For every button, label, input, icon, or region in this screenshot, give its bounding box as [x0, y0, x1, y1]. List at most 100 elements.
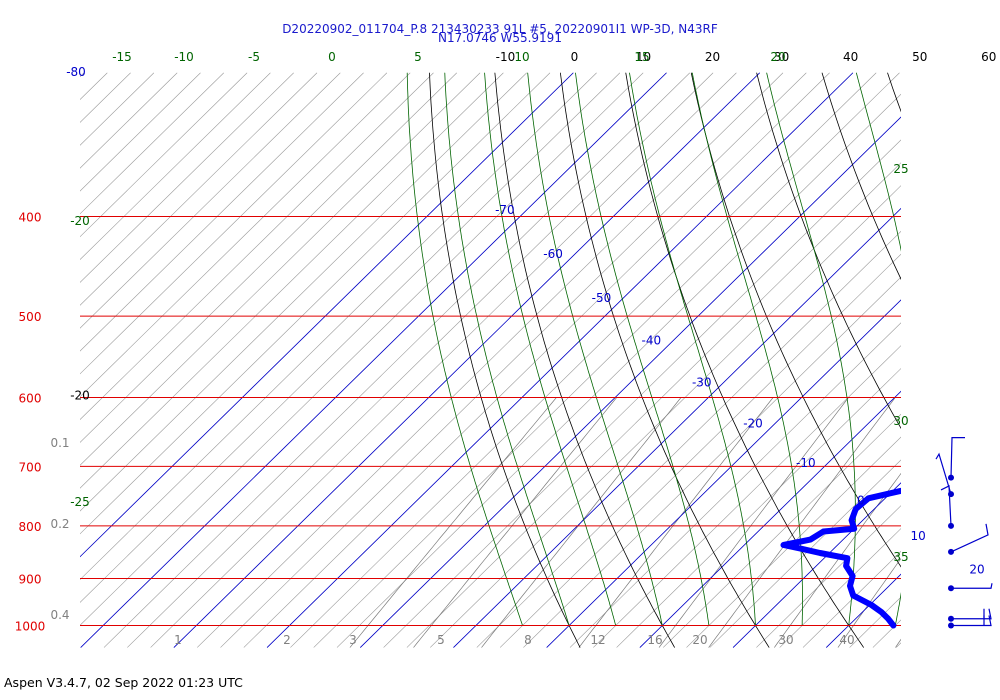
- isotherm-label: -40: [641, 333, 661, 347]
- grid-line: [80, 72, 644, 626]
- grid-line: [453, 208, 901, 648]
- grid-line: [779, 528, 901, 648]
- dewpoint-trace: [780, 487, 901, 629]
- isotherm-line: [639, 390, 901, 648]
- mixing-ratio-label: 5: [437, 633, 445, 647]
- dry-adiabat-line: [429, 72, 581, 648]
- chart-title: D20220902_011704_P.8 213430233 91L #5, 2…: [282, 22, 718, 36]
- isotherm-line: [360, 116, 901, 648]
- isotherm-line: [173, 72, 760, 648]
- isotherm-line: [826, 573, 901, 648]
- moist-adiabat-label: 0: [328, 50, 336, 64]
- grid-line: [103, 72, 690, 648]
- axis-labels: 4005006007008009001000-80-70-60-50-40-30…: [15, 50, 997, 647]
- grid-line: [80, 72, 457, 443]
- wind-barb-staff: [951, 583, 993, 589]
- grid-line: [849, 596, 901, 648]
- dry-adiabat-label: 40: [843, 50, 858, 64]
- mixing-ratio-line: [774, 472, 901, 648]
- grid-line: [243, 72, 830, 648]
- dry-adiabat-label: 0: [571, 50, 579, 64]
- moist-adiabat-label: -5: [248, 50, 260, 64]
- dry-adiabat-line: [560, 72, 770, 648]
- mixing-ratio-line: [578, 397, 774, 648]
- mixing-ratio-line: [413, 397, 618, 648]
- grid-line: [639, 390, 901, 648]
- grid-line: [80, 72, 481, 466]
- isotherm-label: 10: [910, 529, 925, 543]
- isotherm-line: [732, 482, 901, 648]
- moist-adiabat-label: -20: [70, 214, 90, 228]
- grid-line: [220, 72, 807, 648]
- grid-line: [127, 72, 714, 648]
- grid-line: [990, 73, 1000, 647]
- grid-line: [686, 436, 901, 648]
- mixing-ratio-label: 0.1: [50, 436, 69, 450]
- dry-adiabat-line: [821, 72, 901, 281]
- dry-adiabat-line: [756, 72, 901, 429]
- temperature-trace: [980, 468, 1000, 627]
- pressure-tick-label: 700: [19, 460, 42, 474]
- dry-adiabat-label: 60: [981, 50, 996, 64]
- isotherm-line: [266, 72, 854, 648]
- grid-line: [406, 162, 901, 648]
- grid-line: [616, 368, 901, 648]
- isotherm-label: -80: [66, 65, 86, 79]
- pressure-tick-label: 900: [19, 572, 42, 586]
- pressure-tick-label: 400: [19, 211, 42, 225]
- wind-barb: [940, 484, 954, 529]
- moist-adiabat-line: [856, 72, 901, 626]
- grid-line: [663, 413, 901, 648]
- grid-line: [732, 482, 901, 648]
- grid-line: [802, 550, 901, 648]
- moist-adiabat-line: [484, 72, 617, 626]
- grid-line: [80, 72, 527, 512]
- grid-line: [150, 72, 737, 648]
- isotherm-line: [546, 299, 901, 648]
- moist-adiabat-label: -15: [112, 50, 132, 64]
- mixing-ratio-label: 16: [647, 633, 662, 647]
- grid-line: [80, 72, 597, 581]
- grid-line: [80, 72, 341, 329]
- grid-line: [499, 253, 901, 648]
- grid-line: [80, 72, 621, 603]
- moist-adiabat-label: -25: [70, 495, 90, 509]
- isotherm-label: -70: [495, 203, 515, 217]
- isotherm-label: -50: [592, 291, 612, 305]
- moist-adiabat-label: 5: [414, 50, 422, 64]
- mixing-ratio-label: 20: [692, 633, 707, 647]
- grid-line: [546, 299, 901, 648]
- moist-adiabat-line: [989, 73, 1000, 626]
- isotherm-line: [80, 72, 574, 558]
- profile-traces: [780, 468, 1000, 629]
- mixing-ratio-label: 0.2: [50, 517, 69, 531]
- moist-adiabat-label: 15: [634, 50, 649, 64]
- chart-subtitle-location: N17.0746 W55.9191: [438, 31, 562, 45]
- mixing-ratio-label: 40: [839, 633, 854, 647]
- moist-adiabat-line: [766, 72, 856, 626]
- grid-line: [80, 72, 248, 238]
- moist-adiabat-label: 10: [514, 50, 529, 64]
- dry-adiabat-line: [625, 72, 864, 648]
- wind-barb-staff: [951, 608, 992, 620]
- moist-adiabat-line: [629, 72, 756, 626]
- grid-line: [593, 345, 901, 648]
- grid-line: [920, 73, 1000, 647]
- grid-line: [383, 139, 901, 648]
- moist-adiabat-label: 25: [893, 162, 908, 176]
- dry-adiabat-label: 20: [705, 50, 720, 64]
- dry-adiabat-label: -20: [70, 389, 90, 403]
- wind-barb-staff: [950, 523, 989, 553]
- wind-barb-staff: [935, 452, 952, 495]
- grid-line: [80, 72, 131, 123]
- dry-adiabat-label: 30: [774, 50, 789, 64]
- mixing-ratio-label: 8: [524, 633, 532, 647]
- grid-line: [80, 72, 201, 192]
- grid-line: [943, 73, 1000, 647]
- grid-line: [569, 322, 901, 648]
- isotherm-line: [920, 73, 1000, 647]
- dry-adiabat-line: [494, 72, 675, 648]
- grid-line: [80, 72, 434, 421]
- isotherm-label: 0: [857, 494, 865, 508]
